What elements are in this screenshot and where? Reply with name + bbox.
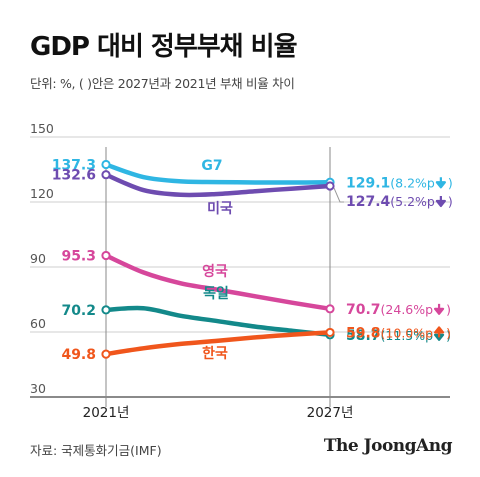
series-name-4: 한국 (202, 346, 228, 362)
start-point-1 (101, 170, 111, 180)
start-point-4 (101, 349, 111, 359)
series-name-2: 영국 (202, 263, 228, 280)
arrow-down-icon-0 (435, 177, 446, 189)
start-label-0: 137.3 (52, 158, 96, 174)
chart-title: GDP 대비 정부부채 비율 (30, 32, 297, 62)
start-label-2: 95.3 (61, 249, 96, 265)
y-tick-label-60: 60 (30, 316, 46, 331)
diff-close-3: ) (446, 328, 451, 343)
series-name-3: 독일 (203, 286, 229, 302)
y-tick-label-30: 30 (30, 381, 46, 396)
arrow-up-icon-4 (433, 326, 445, 338)
diff-close-4: ) (446, 325, 451, 340)
diff-close-1: ) (448, 194, 453, 209)
end-value-1: 127.4 (346, 194, 391, 210)
end-value-2: 70.7 (346, 302, 381, 318)
diff-text-2: (24.6%p (381, 302, 434, 317)
start-point-2 (101, 250, 111, 261)
end-label-1: 127.4(5.2%p (346, 194, 435, 210)
x-tick-label-2021: 2021년 (83, 405, 130, 421)
series-line-1 (103, 172, 333, 198)
end-point-1 (325, 181, 335, 191)
end-value-0: 129.1 (346, 175, 390, 191)
start-label-4: 49.8 (61, 347, 96, 363)
end-point-2 (325, 304, 335, 314)
leader-line-1 (333, 187, 344, 203)
diff-text-0: (8.2%p (390, 175, 435, 190)
diff-text-4: (10.0%p (381, 325, 434, 340)
arrow-down-icon-2 (433, 303, 445, 315)
source-note: 자료: 국제통화기금(IMF) (30, 443, 162, 458)
series-line-4 (103, 330, 333, 357)
end-label-0: 129.1(8.2%p (346, 175, 435, 191)
chart-subtitle: 단위: %, ( )안은 2027년과 2021년 부채 비율 차이 (30, 76, 295, 91)
end-label-2: 70.7(24.6%p (346, 302, 433, 318)
start-label-1: 132.6 (52, 168, 96, 184)
y-tick-label-150: 150 (30, 121, 54, 136)
series-line-0 (103, 162, 333, 185)
start-point-3 (101, 305, 111, 315)
end-value-3: 58.7 (346, 328, 381, 344)
end-point-4 (325, 327, 335, 338)
series-line-3 (103, 305, 333, 338)
start-label-3: 70.2 (61, 303, 96, 319)
diff-close-2: ) (446, 302, 451, 317)
end-label-3: 58.7(11.5%p (346, 328, 433, 344)
end-label-4: 59.8(10.0%p (346, 325, 433, 341)
arrow-down-icon-1 (435, 195, 446, 208)
diff-text-1: (5.2%p (390, 194, 435, 209)
diff-close-0: ) (448, 175, 453, 190)
series-name-1: 미국 (207, 201, 233, 217)
start-point-0 (101, 159, 111, 170)
brand-logo: The JoongAng (323, 436, 453, 456)
x-tick-label-2027: 2027년 (307, 405, 354, 421)
series-name-0: G7 (201, 158, 222, 174)
y-tick-label-120: 120 (30, 186, 54, 201)
y-tick-label-90: 90 (30, 251, 46, 266)
diff-text-3: (11.5%p (381, 328, 434, 343)
end-value-4: 59.8 (346, 325, 381, 341)
series-line-2 (103, 253, 333, 312)
